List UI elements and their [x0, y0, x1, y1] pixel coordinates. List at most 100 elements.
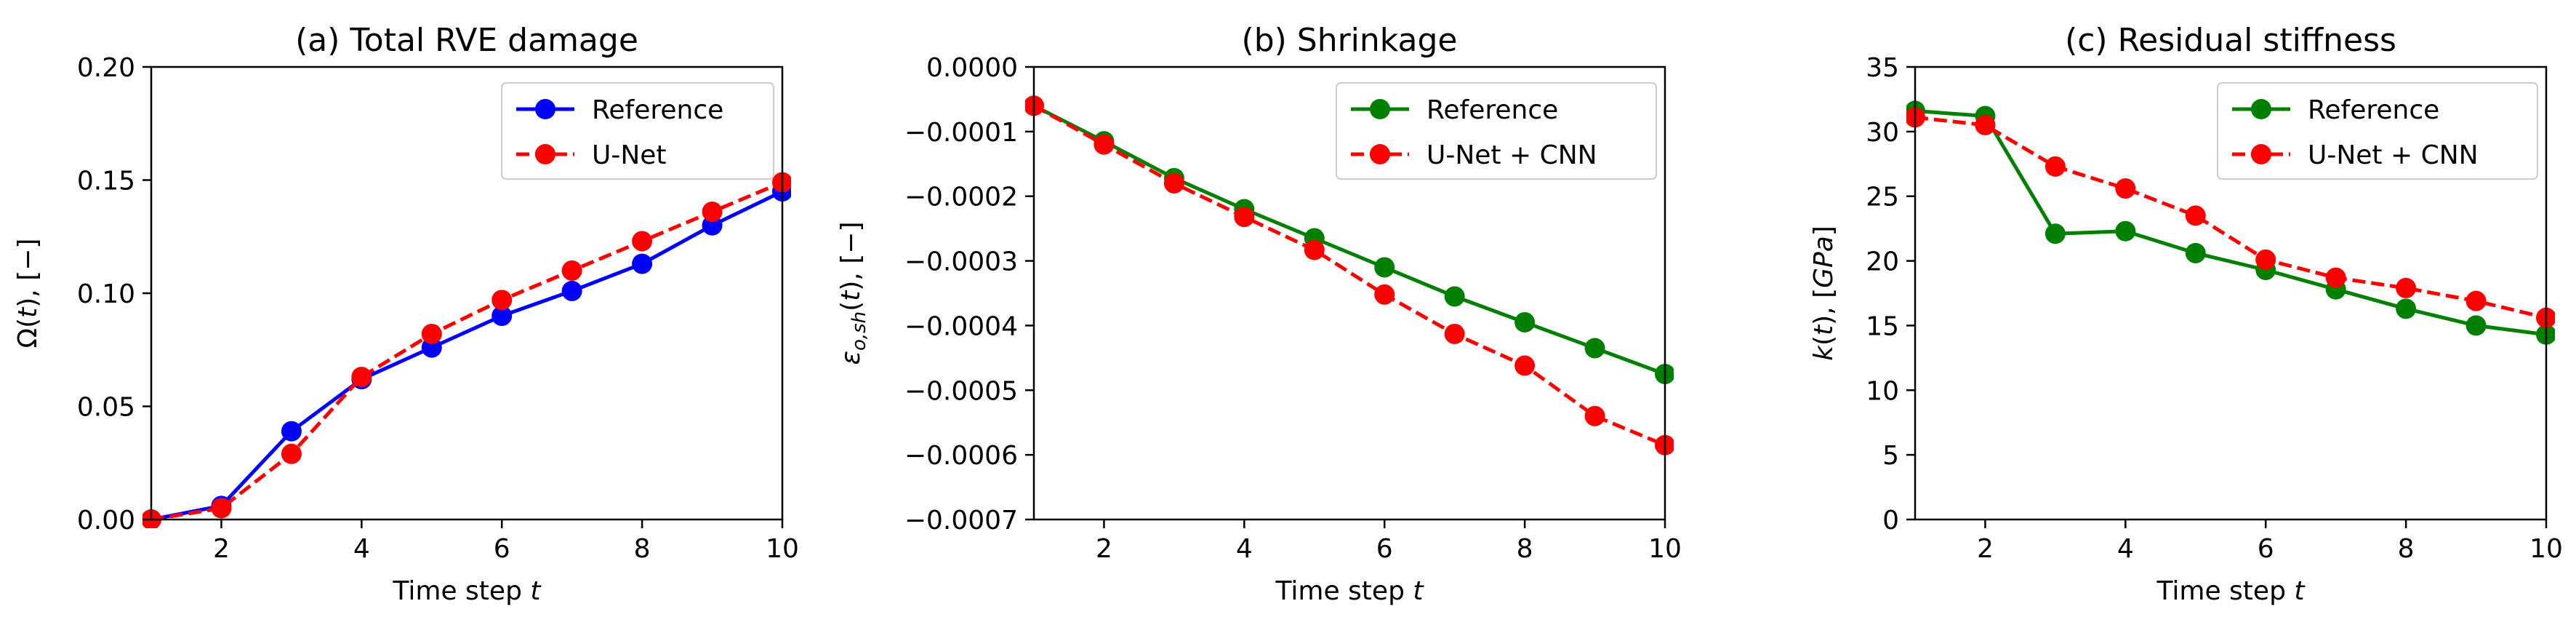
- y-tick-label: 0.20: [77, 53, 135, 83]
- x-tick-label: 4: [2117, 534, 2134, 564]
- x-tick-label: 4: [1236, 534, 1253, 564]
- chart-title: (b) Shrinkage: [1242, 22, 1458, 59]
- data-point-reference: [1444, 286, 1465, 307]
- data-point-prediction: [2325, 267, 2346, 288]
- x-tick-label: 2: [1977, 534, 1994, 564]
- x-tick-label: 6: [494, 534, 510, 564]
- data-point-reference: [2465, 315, 2487, 336]
- y-axis-label: εo,sh(t), [−]: [836, 221, 870, 365]
- legend-box: [1336, 82, 1657, 180]
- y-tick-label: −0.0001: [904, 118, 1018, 148]
- y-tick-label: 0.10: [77, 279, 135, 309]
- x-tick-label: 6: [1376, 534, 1393, 564]
- x-tick-label: 8: [634, 534, 651, 564]
- x-tick-label: 8: [2398, 534, 2415, 564]
- series-line-prediction: [1032, 104, 1666, 447]
- legend-label: U-Net: [592, 140, 667, 170]
- legend-marker: [2251, 99, 2271, 119]
- legend: Reference U-Net + CNN: [2217, 82, 2538, 180]
- data-point-prediction: [1094, 134, 1115, 155]
- series-line-reference: [1914, 108, 2547, 337]
- legend-label: Reference: [1427, 95, 1558, 125]
- legend-label: Reference: [592, 95, 723, 125]
- y-tick-label: 0.00: [77, 506, 135, 536]
- y-tick-label: 35: [1866, 53, 1899, 83]
- legend: Reference U-Net + CNN: [1336, 82, 1657, 180]
- chart-title: (c) Residual stiffness: [2065, 22, 2396, 59]
- data-point-reference: [2396, 298, 2417, 319]
- legend-label: U-Net + CNN: [1427, 140, 1597, 170]
- data-point-prediction: [351, 367, 372, 388]
- plot-area: [1025, 95, 1674, 455]
- data-point-prediction: [2465, 290, 2487, 311]
- legend-box: [501, 82, 774, 180]
- x-tick-label: 4: [353, 534, 370, 564]
- data-point-reference: [2185, 242, 2206, 263]
- data-point-prediction: [2396, 277, 2417, 298]
- series-line-prediction: [151, 180, 783, 522]
- series-line-reference: [151, 189, 784, 522]
- data-point-prediction: [1584, 405, 1605, 426]
- data-point-reference: [1514, 311, 1536, 333]
- axes-frame: [1914, 65, 2548, 521]
- data-point-prediction: [421, 323, 442, 344]
- y-tick-label: 0: [1882, 506, 1899, 536]
- y-tick-label: 0.0000: [926, 53, 1018, 83]
- data-point-prediction: [1514, 355, 1536, 376]
- chart-panel-3: (c) Residual stiffness 2 4 6 8 10 0 5 10 15 20 25 30…: [1809, 22, 2563, 606]
- x-tick-label: 6: [2258, 534, 2274, 564]
- y-tick-label: −0.0004: [904, 311, 1018, 341]
- chart-panel-2: (b) Shrinkage 2 4 6 8 10 −0.0007 −0.0006 −0.0005…: [836, 22, 1682, 606]
- chart-title: (a) Total RVE damage: [295, 22, 638, 59]
- legend-marker: [2251, 144, 2271, 164]
- y-axis-label: Ω(t), [−]: [13, 239, 43, 349]
- axes-frame: [1032, 65, 1666, 521]
- legend-label: U-Net + CNN: [2308, 140, 2479, 170]
- y-tick-label: −0.0002: [904, 183, 1018, 212]
- x-axis-label: Time step t: [393, 576, 542, 606]
- y-tick-label: 0.05: [77, 393, 135, 423]
- data-point-prediction: [211, 498, 232, 519]
- data-point-reference: [2115, 220, 2136, 242]
- x-tick-label: 10: [1648, 534, 1682, 564]
- y-tick-label: 15: [1866, 311, 1899, 341]
- data-point-reference: [561, 280, 582, 301]
- series-line-prediction: [1914, 115, 2547, 320]
- data-point-reference: [1374, 257, 1395, 278]
- data-point-prediction: [1444, 323, 1465, 344]
- legend-marker: [535, 144, 555, 164]
- data-point-prediction: [1234, 207, 1255, 228]
- data-point-prediction: [2115, 178, 2136, 199]
- chart-panel-1: (a) Total RVE damage 2 4 6 8 10 0.00 0.05 0.10 0.…: [13, 22, 799, 606]
- data-point-prediction: [1163, 172, 1184, 194]
- data-point-reference: [491, 306, 513, 327]
- x-tick-label: 10: [766, 534, 799, 564]
- legend-box: [2217, 82, 2538, 180]
- y-tick-label: 30: [1866, 118, 1899, 148]
- data-point-prediction: [491, 290, 513, 311]
- data-point-prediction: [2255, 249, 2276, 270]
- data-point-reference: [632, 253, 653, 274]
- y-tick-label: −0.0006: [904, 441, 1018, 471]
- data-point-prediction: [702, 202, 723, 223]
- y-axis-label: k(t), [GPa]: [1809, 226, 1839, 361]
- plot-area: [1906, 100, 2555, 345]
- legend-marker: [1370, 144, 1390, 164]
- legend-marker: [535, 99, 555, 119]
- x-tick-label: 2: [213, 534, 230, 564]
- data-point-reference: [2045, 223, 2066, 244]
- x-tick-label: 10: [2529, 534, 2563, 564]
- plot-area: [143, 172, 791, 528]
- data-point-prediction: [1975, 114, 1996, 135]
- data-point-prediction: [2045, 156, 2066, 177]
- data-point-reference: [281, 421, 302, 442]
- y-tick-label: 10: [1866, 376, 1899, 406]
- x-axis-label: Time step t: [2156, 576, 2306, 606]
- y-tick-label: 0.15: [77, 167, 135, 196]
- legend-marker: [1370, 99, 1390, 119]
- y-tick-label: −0.0003: [904, 247, 1018, 277]
- x-tick-label: 8: [1517, 534, 1533, 564]
- data-point-prediction: [1374, 284, 1395, 305]
- data-point-prediction: [561, 260, 582, 281]
